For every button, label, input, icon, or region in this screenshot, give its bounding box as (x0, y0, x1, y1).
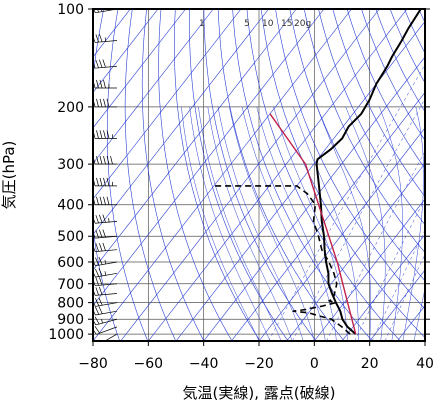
x-tick-label: 20 (361, 356, 379, 372)
moist-adiabat-line (425, 107, 435, 341)
y-tick-label: 200 (57, 100, 84, 116)
y-tick-label: 1000 (48, 327, 84, 343)
y-tick-label: 300 (57, 157, 84, 173)
mixing-ratio-label: 20g (294, 19, 311, 29)
y-tick-label: 800 (57, 296, 84, 312)
y-tick-label: 500 (57, 229, 84, 245)
y-axis-label: 気圧(hPa) (0, 141, 18, 210)
y-tick-label: 900 (57, 312, 84, 328)
x-axis-label: 気温(実線), 露点(破線) (183, 384, 336, 402)
mixing-ratio-label: 15 (281, 19, 292, 29)
mixing-ratio-label: 10 (262, 19, 274, 29)
y-tick-label: 600 (57, 255, 84, 271)
x-tick-label: −40 (189, 356, 219, 372)
x-tick-label: −20 (244, 356, 274, 372)
x-tick-label: −60 (134, 356, 164, 372)
x-tick-label: 40 (416, 356, 434, 372)
isotherm-line (425, 9, 435, 341)
y-tick-label: 400 (57, 198, 84, 214)
y-tick-label: 100 (57, 2, 84, 18)
mixing-ratio-label: 1 (199, 19, 205, 29)
x-tick-label: −80 (78, 356, 108, 372)
y-tick-label: 700 (57, 277, 84, 293)
x-tick-label: 0 (310, 356, 319, 372)
x-axis-ticks: −80 −60 −40 −20 0 20 40 (78, 341, 434, 372)
mixing-ratio-label: 5 (244, 19, 250, 29)
